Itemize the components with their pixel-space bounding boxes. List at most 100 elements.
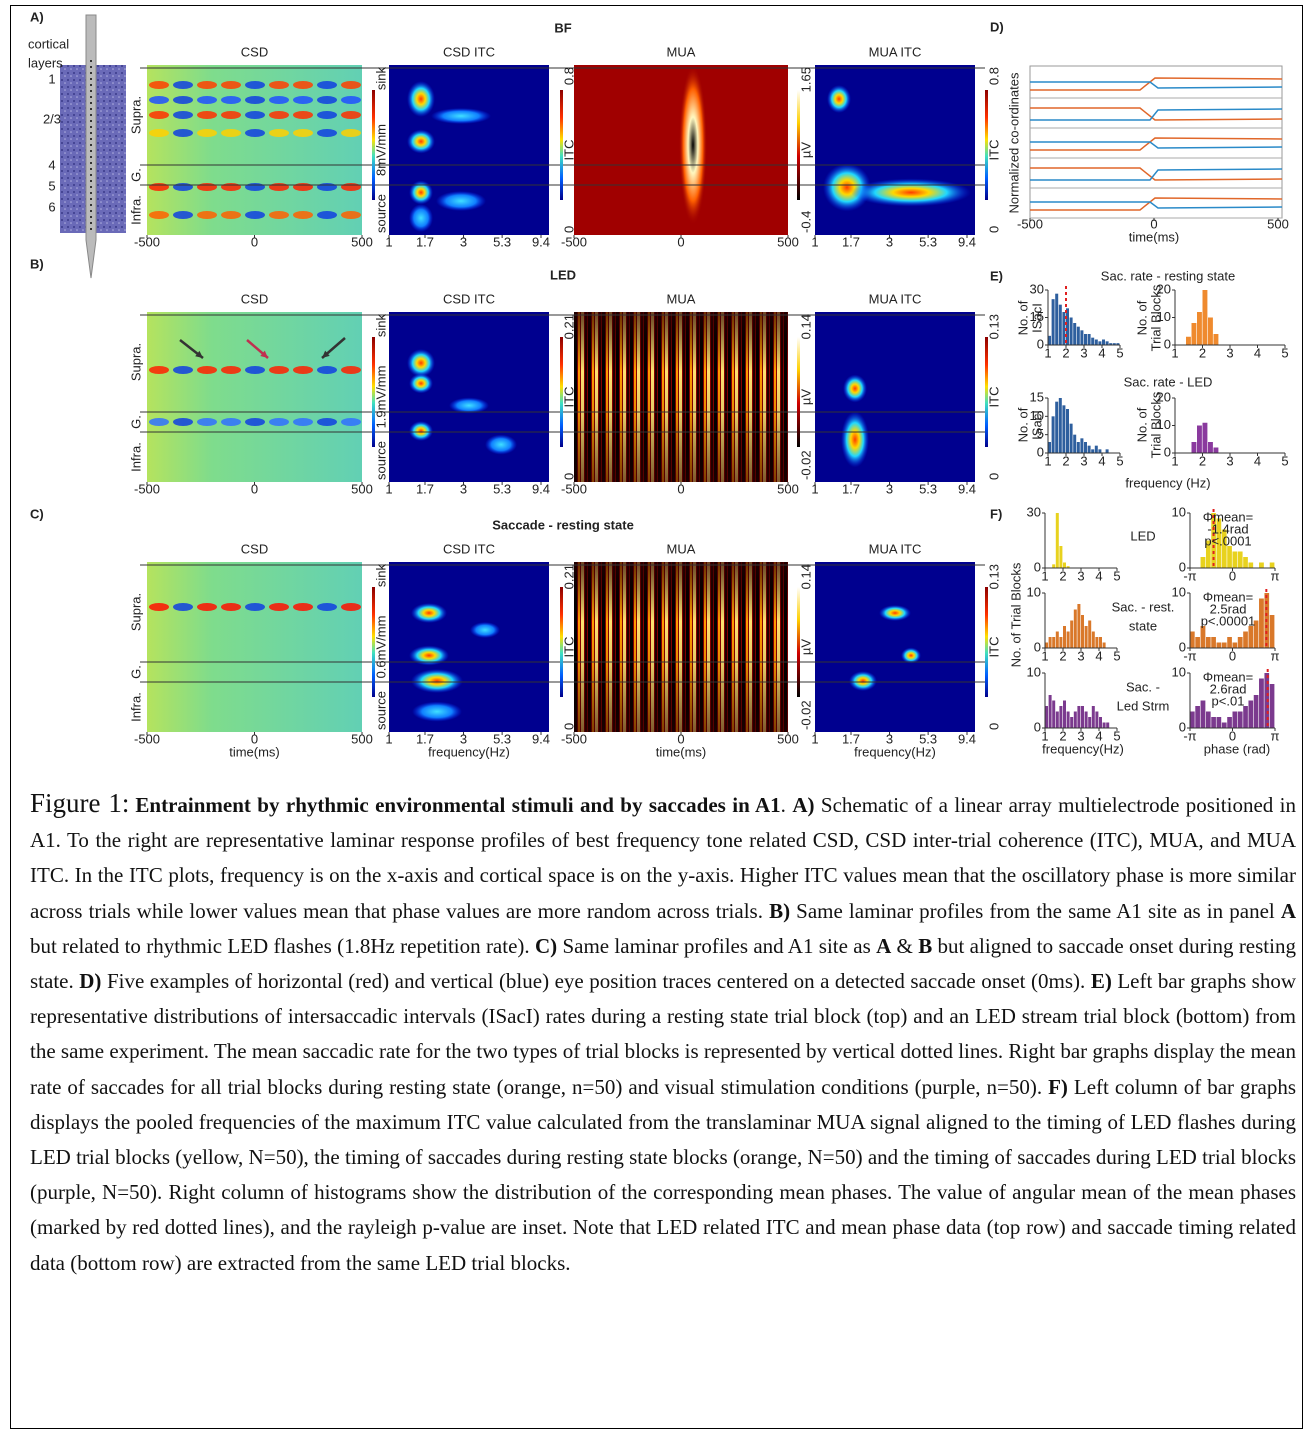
bar	[1259, 598, 1264, 648]
bar	[1237, 551, 1243, 568]
colorbar-label: source	[373, 691, 388, 730]
csd-band	[317, 418, 337, 426]
bar	[1080, 330, 1084, 345]
csd-band	[269, 129, 289, 137]
panel-label: B)	[30, 256, 44, 271]
mua-response	[679, 65, 707, 225]
x-tick-label: 5	[1113, 568, 1120, 583]
itc-blob	[409, 421, 433, 441]
bar	[1200, 626, 1206, 648]
y-tick-label: 10	[1027, 584, 1041, 599]
x-axis-label: frequency (Hz)	[1125, 475, 1210, 490]
csd-band	[317, 603, 337, 611]
bar	[1202, 422, 1208, 453]
itc-blob	[407, 349, 435, 377]
csd-band	[221, 366, 241, 374]
csd-band	[173, 418, 193, 426]
x-tick-label: 5.3	[493, 234, 511, 249]
bar	[1269, 684, 1275, 728]
bar	[1208, 317, 1213, 345]
y-tick-label: 15	[1030, 309, 1044, 324]
figure: A) BF CSD CSD ITC MUA MUA ITC Supra. G. Infra. si…	[28, 9, 1289, 759]
y-tick-label: 0	[1034, 559, 1041, 574]
bar	[1059, 546, 1063, 568]
csd-band	[341, 129, 361, 137]
horizontal-trace	[1030, 107, 1283, 121]
bar	[1205, 711, 1211, 728]
bar	[1259, 678, 1264, 728]
itc-map	[389, 312, 549, 482]
itc-map	[815, 312, 975, 482]
csd-band	[317, 81, 337, 89]
layer-label: 6	[48, 199, 55, 214]
x-tick-label: -π	[1183, 648, 1196, 663]
row-title: Saccade - resting state	[492, 517, 634, 532]
csd-band	[317, 111, 337, 119]
x-tick-label: 3	[1077, 568, 1084, 583]
x-tick-label: 9.4	[958, 481, 976, 496]
itc-blob	[436, 191, 486, 211]
csd-band	[221, 211, 241, 219]
bar	[1186, 336, 1191, 345]
x-tick-label: 500	[351, 481, 373, 496]
bar	[1211, 717, 1216, 728]
x-tick-label: 1	[1041, 728, 1048, 743]
y-tick-label: 10	[1030, 408, 1044, 423]
y-tick-label: 0	[1037, 336, 1044, 351]
bar	[1232, 551, 1238, 568]
bar	[1109, 343, 1113, 345]
csd-band	[173, 111, 193, 119]
x-tick-label: π	[1271, 568, 1280, 583]
bar	[1066, 631, 1070, 648]
region-label: Supra.	[128, 593, 143, 631]
bar	[1066, 566, 1070, 568]
mua-shade	[574, 312, 788, 482]
y-axis-label: No. of	[1134, 300, 1149, 335]
csd-map	[147, 562, 362, 732]
bar	[1105, 341, 1109, 345]
bar	[1213, 334, 1219, 345]
itc-blob	[411, 669, 463, 693]
x-tick-label: 9.4	[958, 234, 976, 249]
csd-band	[173, 129, 193, 137]
bar	[1081, 615, 1084, 648]
caption-text: Entrainment by rhythmic environmental st…	[135, 793, 781, 817]
csd-band	[173, 366, 193, 374]
bar	[1216, 717, 1222, 728]
itc-blob	[841, 411, 869, 468]
bar	[1102, 339, 1105, 345]
colorbar-label: 0.13	[986, 314, 1001, 339]
x-tick-label: 4	[1095, 728, 1102, 743]
colorbar	[985, 90, 988, 200]
bar	[1200, 557, 1206, 568]
panel-title: MUA ITC	[869, 291, 922, 306]
csd-band	[269, 96, 289, 104]
itc-blob	[849, 671, 877, 691]
x-tick-label: 5.3	[919, 234, 937, 249]
csd-band	[293, 366, 313, 374]
bar	[1051, 299, 1055, 345]
colorbar-label: sink	[373, 67, 388, 91]
x-tick-label: 0	[1150, 216, 1157, 231]
panel-title: MUA	[667, 291, 696, 306]
x-tick-label: 1.7	[842, 234, 860, 249]
caption-text: C)	[534, 933, 558, 958]
csd-band	[317, 183, 337, 191]
y-axis-label: No. of	[1134, 407, 1149, 442]
inset-text: Φmean=	[1203, 589, 1253, 604]
itc-blob	[827, 85, 851, 113]
y-tick-label: 0	[1179, 559, 1186, 574]
x-tick-label: 1	[811, 234, 818, 249]
bar	[1248, 700, 1254, 728]
csd-band	[221, 418, 241, 426]
csd-band	[341, 111, 361, 119]
csd-band	[293, 111, 313, 119]
itc-map	[389, 562, 549, 732]
x-tick-label: 5.3	[919, 731, 937, 746]
bar	[1066, 409, 1069, 453]
bar	[1227, 637, 1232, 648]
bar	[1190, 711, 1195, 728]
colorbar-label: 0	[986, 226, 1001, 233]
x-tick-label: -500	[134, 234, 160, 249]
colorbar-label: 1.9mV/mm	[373, 366, 388, 429]
